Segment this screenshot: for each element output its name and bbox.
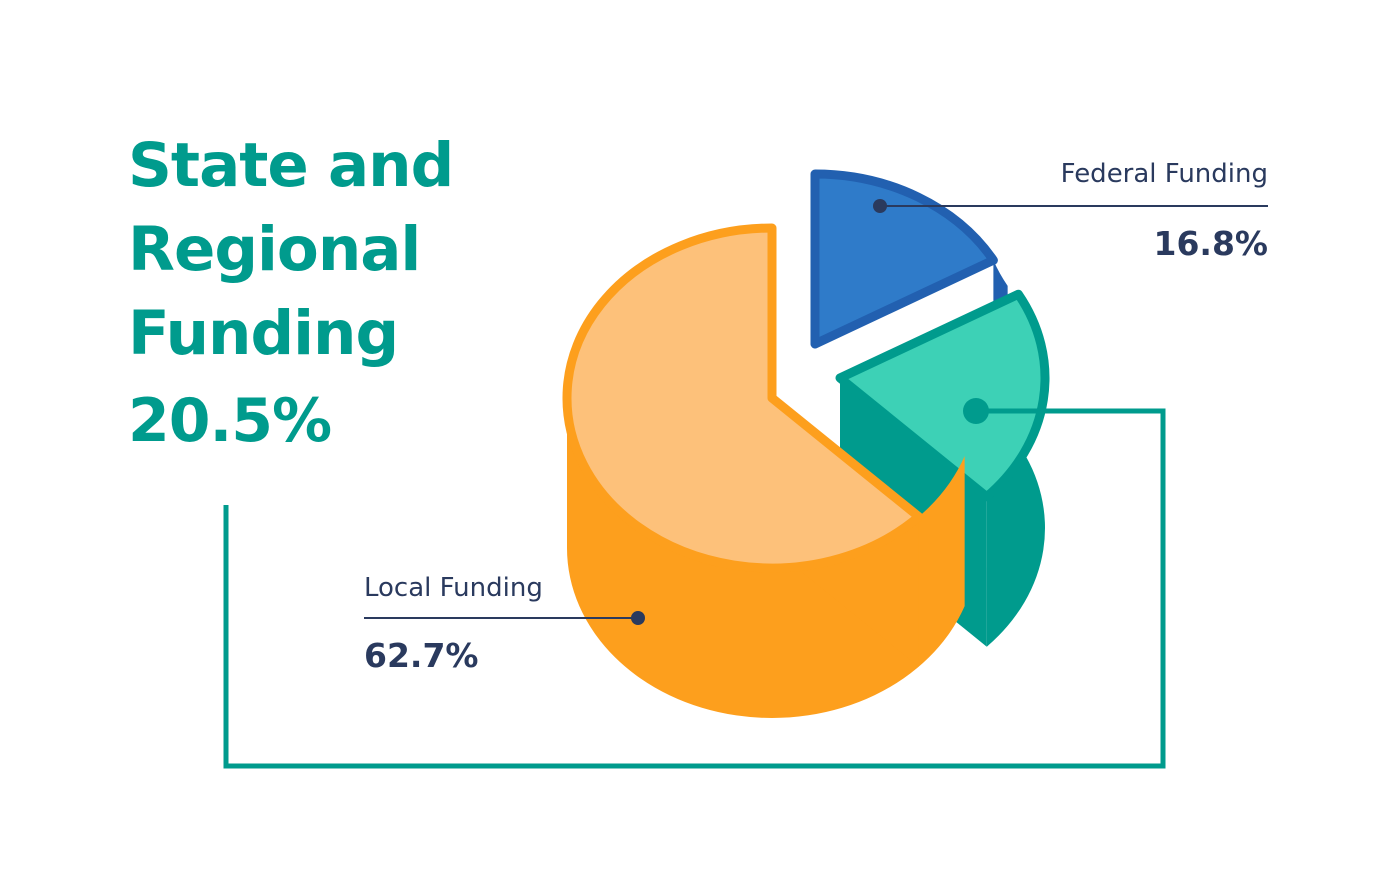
federal-funding-value: 16.8% (1153, 224, 1269, 263)
federal-slice-top (810, 169, 998, 349)
federal-leader-dot (873, 199, 887, 213)
local-funding-value: 62.7% (364, 636, 479, 675)
local-slice-top (562, 223, 924, 573)
state-funding-label: State and Regional Funding (128, 130, 454, 369)
state-funding-callout: State and Regional Funding 20.5% (128, 124, 548, 456)
local-funding-label: Local Funding (364, 573, 543, 603)
state-slice-top (835, 289, 1050, 502)
local-leader-dot (631, 611, 645, 625)
state-leader-line (223, 408, 1166, 769)
state-funding-value: 20.5% (128, 386, 332, 456)
state-leader-dot (963, 398, 989, 424)
federal-funding-label: Federal Funding (1060, 159, 1268, 189)
local-slice-side (567, 398, 965, 719)
